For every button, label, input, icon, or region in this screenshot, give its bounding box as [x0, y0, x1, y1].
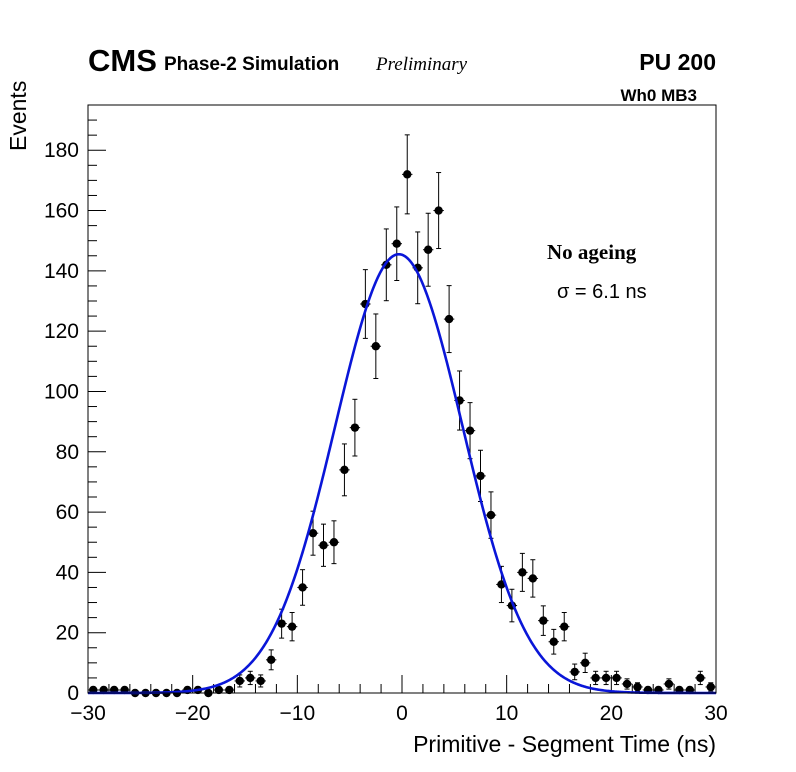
- data-point: [350, 423, 360, 432]
- y-tick-label: 160: [44, 200, 79, 223]
- data-point: [308, 528, 318, 538]
- data-point: [465, 426, 475, 435]
- data-point: [518, 568, 527, 577]
- y-tick-label: 0: [67, 682, 79, 705]
- data-point: [486, 510, 496, 520]
- data-point: [246, 673, 255, 683]
- fit-curve: [88, 252, 716, 695]
- axis-tick-labels: −30 −20 −10 0 10 20 30 0 20 40 60 80 100 120 140 160 180: [44, 139, 728, 725]
- data-point: [580, 658, 590, 668]
- data-point: [622, 679, 632, 689]
- x-tick-label: 0: [396, 702, 408, 725]
- data-point: [371, 342, 381, 351]
- condition-label: No ageing: [547, 240, 637, 264]
- pileup-label: PU 200: [639, 49, 716, 75]
- data-point: [277, 619, 286, 628]
- data-point: [214, 685, 224, 695]
- data-point: [298, 583, 307, 592]
- data-point: [256, 676, 265, 686]
- preliminary-label: Preliminary: [375, 54, 468, 75]
- data-point: [319, 541, 328, 550]
- data-point: [591, 673, 600, 683]
- data-point: [612, 673, 621, 683]
- data-point: [225, 685, 234, 695]
- y-tick-label: 120: [44, 320, 79, 343]
- data-point: [434, 206, 443, 215]
- data-point: [560, 622, 569, 631]
- x-tick-label: 10: [495, 702, 518, 725]
- data-point: [549, 637, 558, 646]
- data-point: [633, 682, 642, 692]
- y-tick-label: 60: [56, 501, 79, 524]
- data-point: [476, 471, 485, 481]
- x-tick-label: −20: [175, 702, 211, 725]
- data-point: [696, 673, 705, 683]
- data-point: [266, 655, 276, 665]
- data-point: [235, 676, 244, 686]
- sigma-label: σ = 6.1 ns: [557, 281, 647, 303]
- y-tick-label: 40: [56, 561, 79, 584]
- y-tick-label: 100: [44, 380, 79, 403]
- cms-label: CMS: [88, 43, 157, 78]
- chamber-label: Wh0 MB3: [621, 86, 698, 105]
- x-tick-label: 30: [704, 702, 727, 725]
- data-point: [329, 538, 339, 547]
- data-point: [423, 245, 433, 254]
- plot-frame: [87, 104, 717, 694]
- data-point: [528, 574, 538, 583]
- x-tick-label: 20: [600, 702, 623, 725]
- x-axis-title: Primitive - Segment Time (ns): [413, 731, 716, 757]
- y-tick-label: 140: [44, 260, 79, 283]
- data-point: [340, 465, 349, 475]
- y-tick-label: 80: [56, 441, 79, 464]
- data-point: [403, 170, 412, 179]
- data-point: [539, 616, 548, 625]
- data-point: [444, 314, 454, 324]
- data-point: [287, 622, 297, 631]
- phase-label: Phase-2 Simulation: [164, 54, 339, 75]
- x-tick-label: −10: [280, 702, 316, 725]
- y-axis-title: Events: [5, 81, 31, 151]
- data-point: [664, 679, 674, 689]
- data-point: [570, 667, 579, 677]
- y-tick-label: 180: [44, 139, 79, 162]
- y-tick-label: 20: [56, 622, 79, 645]
- data-point: [601, 673, 611, 683]
- x-tick-label: −30: [70, 702, 106, 725]
- data-point: [706, 682, 715, 692]
- data-point: [392, 239, 401, 248]
